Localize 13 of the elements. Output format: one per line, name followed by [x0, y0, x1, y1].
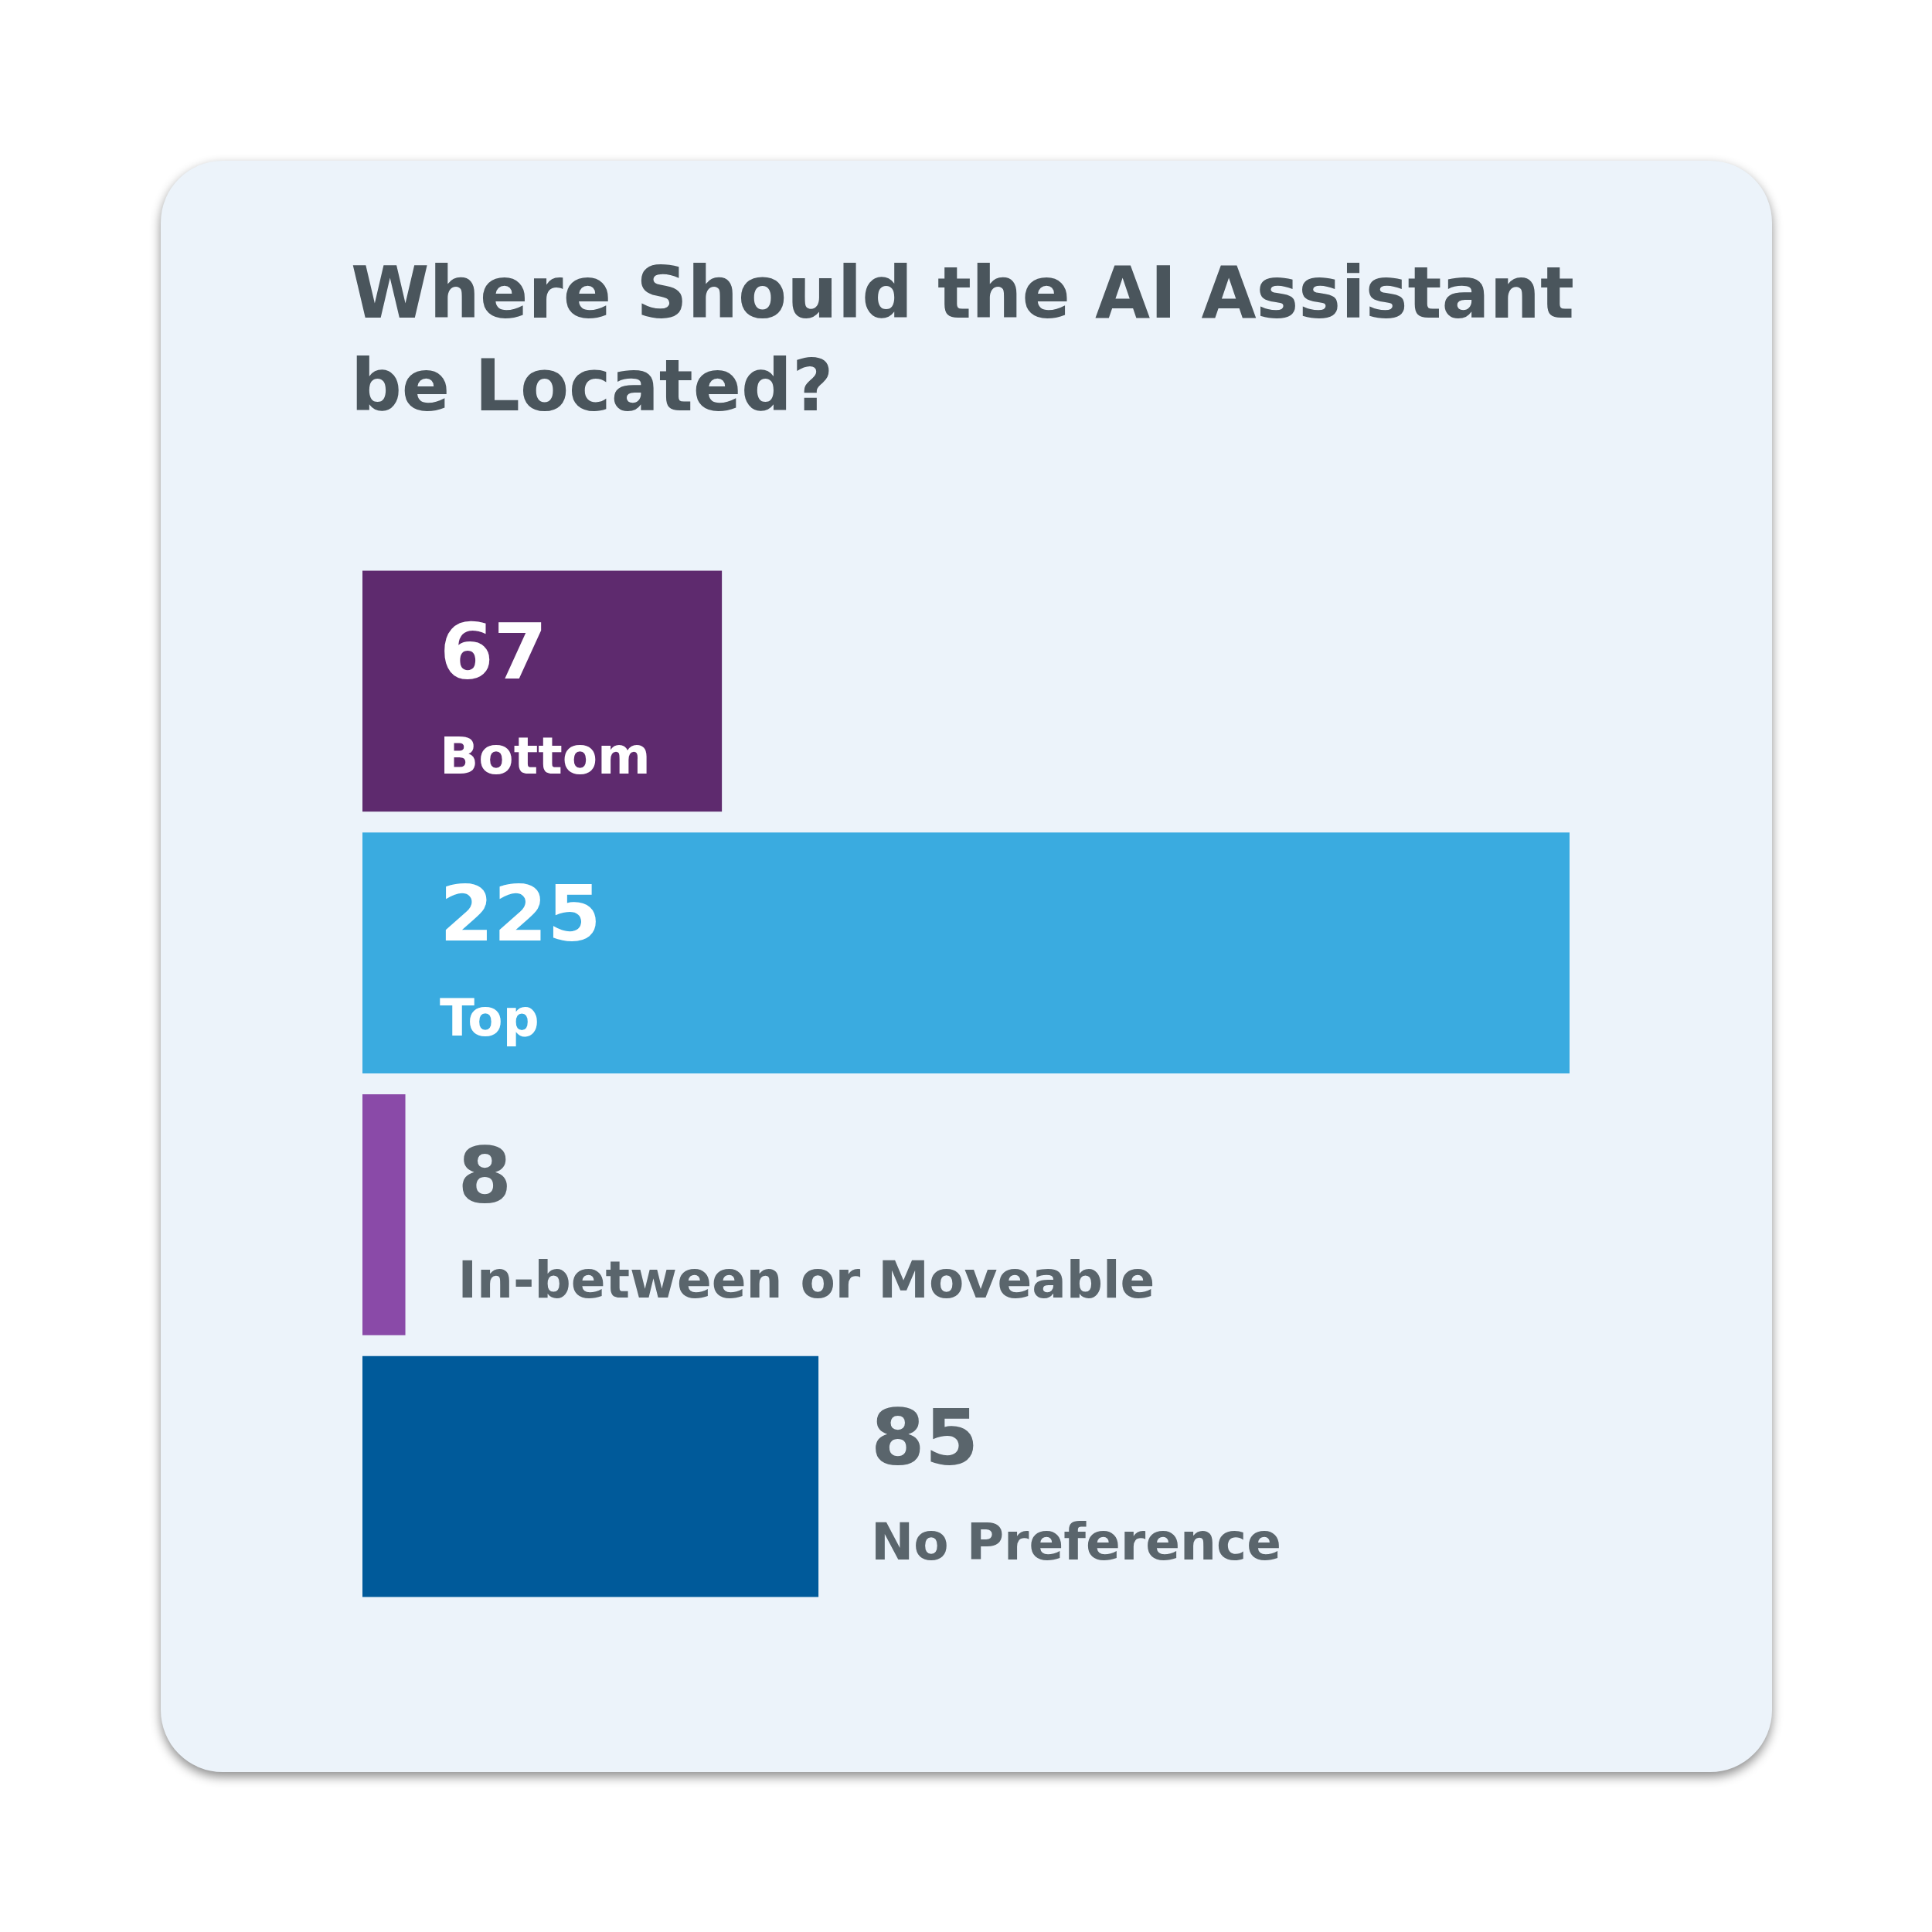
bar [362, 570, 723, 812]
bar [362, 832, 1570, 1073]
y-tick-label: In-between or Moveable [457, 1250, 1155, 1310]
y-tick-label: Top [440, 988, 539, 1049]
data-label: 85 [871, 1392, 979, 1483]
data-label: 67 [440, 607, 548, 698]
bar [362, 1355, 819, 1597]
data-label: 225 [440, 869, 601, 960]
bar [362, 1094, 406, 1335]
chart-title: Where Should the AI Assistant be Located? [351, 251, 1575, 429]
y-tick-label: No Preference [871, 1512, 1281, 1572]
data-label: 8 [457, 1130, 512, 1221]
y-tick-label: Bottom [440, 726, 651, 787]
